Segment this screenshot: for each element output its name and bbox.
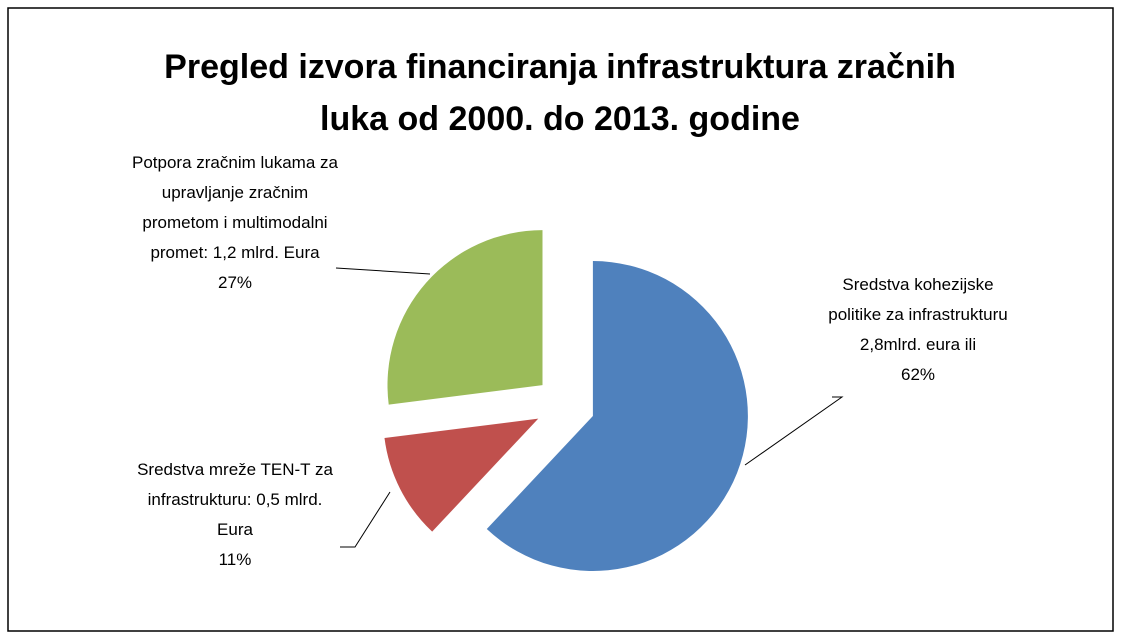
data-label-value: 62% <box>901 365 935 384</box>
data-label-value: 27% <box>218 273 252 292</box>
pie-slice <box>387 230 543 405</box>
data-label-value: 11% <box>219 550 252 569</box>
data-label: Sredstva kohezijske politike za infrastru… <box>828 275 1008 354</box>
chart-title: Pregled izvora financiranja infrastruktu… <box>164 48 956 138</box>
leader-line <box>340 491 391 548</box>
pie-slice <box>486 261 748 572</box>
leader-line <box>335 267 431 275</box>
pie-slice <box>384 418 539 532</box>
data-label: Potpora zračnim lukama za upravljanje zra… <box>132 153 339 262</box>
data-label: Sredstva mreže TEN-T za infrastrukturu: 0… <box>137 460 333 539</box>
leader-line <box>744 396 844 466</box>
